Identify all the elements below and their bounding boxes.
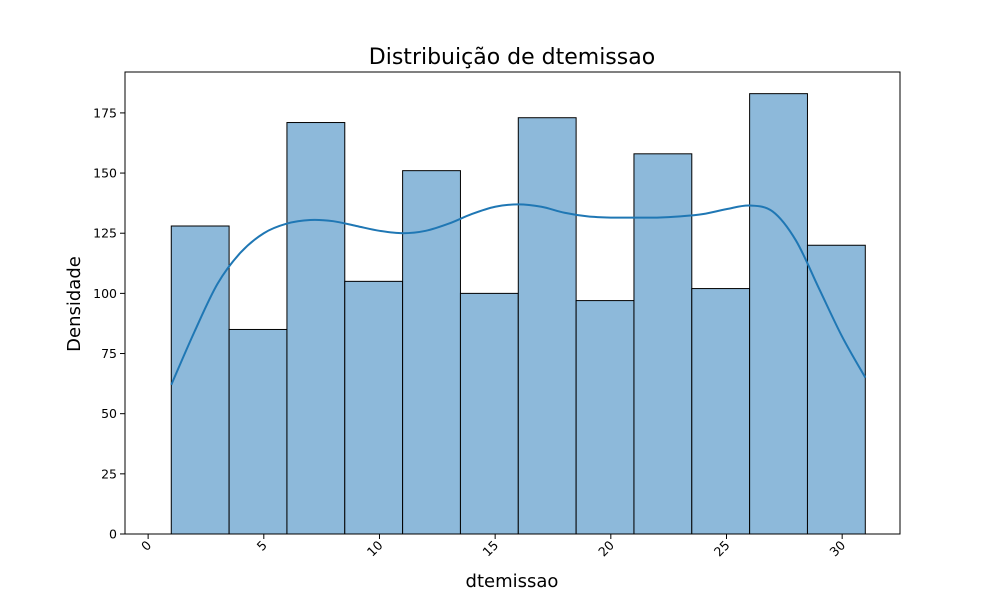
histogram-bar-9: [633, 153, 693, 535]
x-tick-label: 30: [826, 537, 848, 559]
x-axis-label: dtemissao: [466, 571, 559, 592]
histogram-bar-7: [517, 117, 577, 535]
x-tick-label: 5: [254, 538, 270, 554]
histogram-bar-3: [286, 122, 346, 535]
y-tick-label: 175: [93, 105, 117, 120]
y-axis-ticks: 0 25 50 75 100 125 150 175: [93, 105, 125, 542]
y-tick-label: 125: [93, 226, 117, 241]
histogram-bar-12: [806, 244, 866, 535]
x-tick-label: 15: [479, 538, 501, 560]
y-tick-label: 150: [93, 166, 117, 181]
histogram-bar-8: [575, 300, 635, 535]
kde-line: [170, 203, 867, 386]
histogram-bar-11: [749, 93, 808, 535]
bars-group: [170, 93, 866, 535]
histogram-bar-5: [402, 170, 461, 535]
chart-title: Distribuição de dtemissao: [369, 45, 655, 70]
histogram-bar-6: [459, 292, 519, 535]
histogram-bar-1: [170, 225, 230, 535]
histogram-bar-10: [691, 288, 751, 535]
y-axis-label: Densidade: [64, 256, 85, 352]
y-tick-label: 0: [109, 527, 117, 542]
y-tick-label: 75: [101, 346, 117, 361]
x-tick-label: 25: [711, 538, 733, 560]
plot-frame: [124, 71, 901, 535]
histogram-bar-4: [344, 280, 404, 535]
x-tick-label: 10: [364, 537, 386, 559]
x-axis-ticks: 0 5 10 15 20 25 30: [138, 534, 848, 559]
y-tick-label: 50: [101, 406, 117, 421]
x-tick-label: 0: [138, 537, 154, 553]
x-tick-label: 20: [595, 537, 617, 559]
y-tick-label: 25: [101, 466, 117, 481]
histogram-bar-2: [228, 328, 288, 535]
y-tick-label: 100: [93, 286, 117, 301]
